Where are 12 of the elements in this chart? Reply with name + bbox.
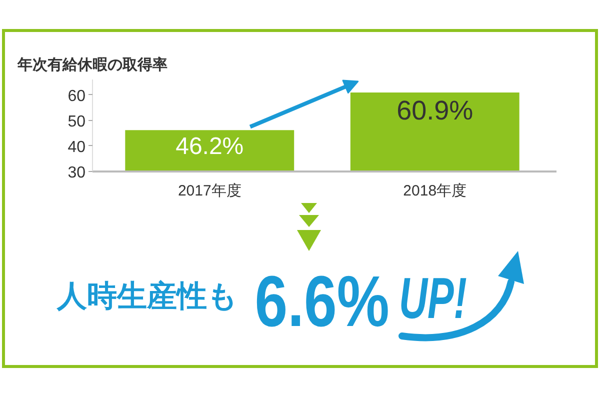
- text: 6.6%: [254, 262, 390, 342]
- y-tick-label: 40: [68, 138, 86, 156]
- y-tick-label: 60: [68, 88, 86, 105]
- chart-title: 年次有給休暇の取得率: [16, 56, 168, 74]
- x-tick-label: 2018年度: [403, 182, 467, 200]
- data-label: 46.2%: [176, 133, 244, 160]
- x-tick-label: 2017年度: [178, 182, 242, 200]
- data-label: 60.9%: [396, 96, 474, 126]
- y-tick-label: 30: [68, 164, 86, 182]
- y-tick-label: 50: [68, 113, 86, 130]
- text: UP!: [398, 266, 467, 331]
- text: 人時生産性も: [57, 280, 238, 313]
